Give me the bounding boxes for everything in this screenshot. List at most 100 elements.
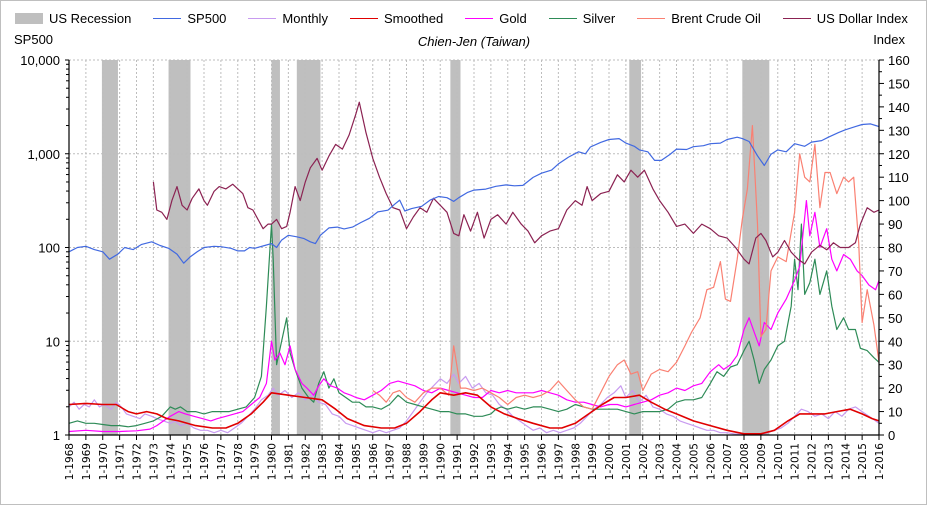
left-tick-label: 1,000 [27,147,60,162]
series-line-us-dollar-index [152,101,880,265]
x-tick-label: 1-1980 [267,443,279,480]
legend-item-us-dollar-index: US Dollar Index [782,10,908,26]
x-tick-label: 1-1974 [165,443,177,481]
legend-label: US Dollar Index [816,10,908,26]
x-tick-label: 1-1979 [250,443,262,480]
legend-item-monthly: Monthly [248,11,328,26]
legend-item-smoothed: Smoothed [349,10,444,26]
right-tick-label: 120 [888,147,910,162]
legend-label: Silver [582,10,616,26]
x-tick-label: 1-2010 [773,443,785,480]
series-lines [68,101,880,436]
x-tick-label: 1-2013 [823,443,835,480]
x-tick-label: 1-1991 [452,443,464,480]
right-tick-label: 90 [888,217,902,232]
legend-swatch-line [248,17,277,19]
legend-swatch-line [349,17,378,19]
right-tick-label: 150 [888,76,910,91]
x-tick-label: 1-2014 [840,443,852,481]
right-tick-label: 60 [888,287,902,302]
right-tick-label: 30 [888,358,902,373]
recession-bar [296,60,321,435]
x-tick-label: 1-1971 [115,443,127,480]
x-tick-label: 1-1976 [199,443,211,481]
x-tick-label: 1-1993 [486,443,498,480]
legend-swatch-box [15,12,43,24]
x-tick-label: 1-1969 [81,443,93,480]
right-tick-label: 160 [888,53,910,68]
x-tick-label: 1-1970 [98,443,110,480]
x-tick-label: 1-1997 [553,443,565,480]
recession-bar [629,60,642,435]
x-tick-label: 1-2002 [638,443,650,480]
x-tick-label: 1-1978 [233,443,245,480]
legend-label: Smoothed [383,10,444,26]
series-line-smoothed [68,392,880,435]
x-tick-label: 1-1996 [537,443,549,481]
x-tick-label: 1-2007 [722,443,734,480]
x-tick-label: 1-2003 [655,443,667,480]
left-tick-label: 10 [46,334,60,349]
x-tick-label: 1-1977 [216,443,228,480]
x-tick-label: 1-2000 [604,443,616,480]
right-tick-label: 10 [888,405,902,420]
x-tick-label: 1-2015 [857,443,869,480]
x-tick-label: 1-2004 [672,443,684,481]
right-axis-title: Index [873,32,905,47]
x-tick-label: 1-1984 [334,443,346,481]
right-tick-label: 20 [888,381,902,396]
legend-label: Monthly [282,10,328,26]
x-tick-label: 1-2001 [621,443,633,480]
x-tick-label: 1-1987 [385,443,397,480]
x-tick-label: 1-2016 [874,443,886,481]
legend-label: US Recession [49,10,132,26]
legend-label: SP500 [187,10,227,26]
x-tick-label: 1-1985 [351,443,363,480]
left-tick-label: 1 [53,428,60,443]
legend-swatch-line [465,17,494,19]
x-tick-label: 1-1975 [182,443,194,480]
right-tick-label: 40 [888,334,902,349]
legend-swatch-line [782,17,811,19]
x-tick-label: 1-2009 [756,443,768,480]
series-line-silver [68,223,880,428]
right-tick-label: 80 [888,241,902,256]
legend-item-silver: Silver [548,10,616,26]
right-tick-label: 100 [888,194,910,209]
x-tick-label: 1-1992 [469,443,481,480]
right-tick-label: 140 [888,100,910,115]
legend-item-us-recession: US Recession [15,11,131,26]
x-tick-label: 1-1995 [520,443,532,480]
legend-label: Brent Crude Oil [671,10,761,26]
x-tick-label: 1-1982 [300,443,312,480]
chart-title: Chien-Jen (Taiwan) [418,34,530,49]
x-tick-label: 1-1999 [587,443,599,480]
legend-swatch-line [548,17,577,19]
chart-legend: US Recession SP500 Monthly Smoothed Gold… [15,8,927,28]
legend-label: Gold [499,10,527,26]
right-tick-label: 50 [888,311,902,326]
left-axis-title: SP500 [14,32,53,47]
gridlines [69,59,880,435]
right-tick-label: 110 [888,170,909,185]
recession-bar [450,60,461,435]
x-tick-label: 1-1968 [64,443,76,480]
legend-swatch-line [637,17,666,19]
legend-item-sp500: SP500 [153,11,226,26]
series-line-brent-crude-oil [372,125,880,410]
x-tick-label: 1-1989 [418,443,430,480]
x-tick-label: 1-1981 [283,443,295,480]
x-tick-label: 1-1972 [132,443,144,480]
x-tick-label: 1-1990 [435,443,447,480]
x-tick-label: 1-1998 [570,443,582,480]
x-tick-label: 1-1973 [148,443,160,480]
x-tick-label: 1-1983 [317,443,329,480]
x-tick-label: 1-1994 [503,443,515,481]
x-tick-label: 1-2012 [807,443,819,480]
legend-swatch-line [153,17,182,19]
axes: 1101001,00010,00001020304050607080901001… [20,53,909,480]
x-tick-label: 1-2005 [688,443,700,480]
legend-item-brent-crude-oil: Brent Crude Oil [637,11,761,26]
right-tick-label: 70 [888,264,902,279]
